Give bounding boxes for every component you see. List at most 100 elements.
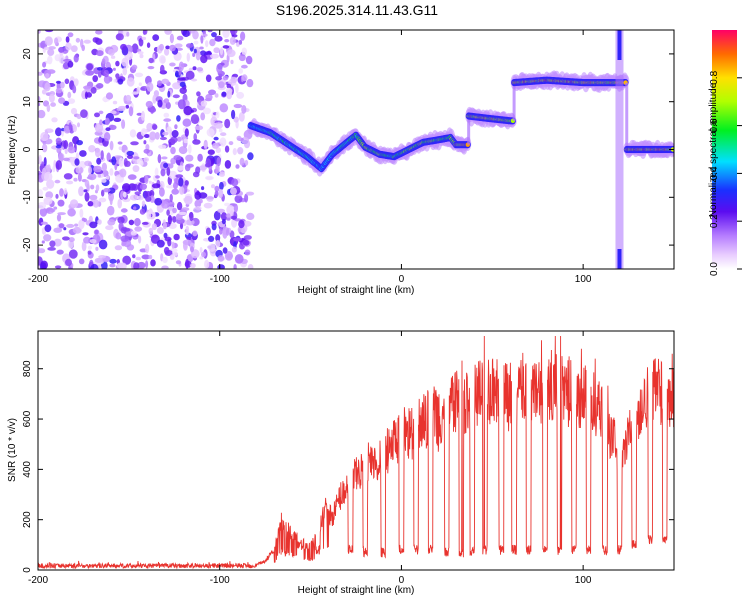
spectrogram-y-tick-label: 20 — [22, 48, 33, 60]
noise-blob — [157, 154, 162, 164]
noise-blob — [53, 206, 58, 210]
noise-blob — [90, 184, 95, 190]
noise-blob — [81, 44, 85, 52]
noise-blob — [113, 78, 117, 83]
noise-blob — [178, 177, 184, 187]
noise-blob — [143, 148, 150, 154]
noise-blob — [103, 69, 109, 78]
noise-blob — [74, 158, 80, 166]
noise-blob — [109, 258, 117, 264]
colorbar-tick-label: 0.4 — [709, 166, 720, 180]
noise-blob — [185, 70, 195, 80]
noise-blob — [233, 116, 239, 123]
noise-blob — [115, 60, 120, 67]
noise-blob — [199, 247, 203, 253]
noise-blob — [185, 154, 194, 162]
noise-blob — [163, 112, 170, 118]
noise-blob — [143, 157, 149, 163]
noise-blob — [53, 238, 62, 247]
noise-blob — [57, 212, 66, 216]
noise-blob — [144, 191, 153, 197]
noise-blob — [55, 160, 62, 170]
noise-blob — [40, 221, 48, 225]
noise-blob — [86, 92, 92, 98]
ridge-vertical-artifact-bottom — [617, 249, 622, 269]
noise-blob — [162, 256, 168, 264]
noise-blob — [133, 206, 137, 210]
noise-blob — [224, 145, 230, 153]
noise-blob — [44, 128, 54, 133]
noise-blob — [200, 100, 208, 107]
noise-blob — [163, 246, 170, 255]
noise-blob — [111, 156, 117, 166]
noise-blob — [211, 31, 217, 38]
noise-blob — [178, 146, 188, 155]
noise-blob — [161, 156, 168, 160]
noise-blob — [164, 236, 172, 242]
noise-blob — [205, 196, 215, 200]
noise-blob — [42, 186, 49, 191]
noise-blob — [163, 232, 168, 239]
snr-x-ticks: -200 -100 0 100 — [28, 331, 592, 586]
spectrogram-noise-region — [38, 30, 255, 269]
snr-x-tick-label: -100 — [210, 575, 230, 586]
noise-blob — [217, 255, 225, 262]
noise-blob — [45, 30, 54, 33]
noise-blob — [203, 141, 208, 149]
noise-blob — [230, 215, 237, 220]
noise-blob — [193, 48, 197, 54]
noise-blob — [222, 45, 230, 49]
noise-blob — [192, 230, 198, 237]
noise-blob — [155, 175, 160, 179]
noise-blob — [241, 74, 248, 82]
noise-blob — [149, 131, 157, 141]
noise-blob — [87, 250, 92, 255]
spectrogram-y-tick-label: -10 — [22, 190, 33, 205]
noise-blob — [141, 36, 147, 41]
noise-blob — [98, 174, 101, 178]
noise-blob — [89, 239, 97, 244]
noise-blob — [80, 109, 88, 118]
noise-blob — [51, 117, 58, 123]
noise-blob — [136, 86, 141, 94]
noise-blob — [120, 208, 128, 213]
noise-blob — [126, 77, 135, 87]
noise-blob — [63, 140, 69, 149]
noise-blob — [181, 207, 190, 212]
noise-blob — [89, 221, 98, 229]
noise-blob — [56, 249, 64, 255]
noise-blob — [148, 254, 153, 260]
noise-blob — [203, 107, 211, 115]
noise-blob — [196, 67, 204, 72]
colorbar: 0.0 0.2 0.4 0.6 0.8 Normalized spectral ampl… — [708, 30, 742, 276]
noise-blob — [200, 112, 206, 121]
noise-blob — [54, 179, 61, 184]
noise-blob — [219, 103, 229, 113]
noise-blob — [41, 89, 47, 95]
noise-blob — [178, 61, 184, 72]
noise-blob — [95, 246, 99, 251]
noise-blob — [96, 83, 104, 89]
noise-blob — [162, 131, 169, 136]
noise-blob — [193, 133, 197, 141]
noise-blob — [145, 260, 149, 269]
noise-blob — [228, 141, 234, 146]
noise-blob — [220, 132, 227, 137]
noise-blob — [106, 152, 111, 162]
noise-blob — [216, 156, 221, 167]
noise-blob — [65, 258, 72, 266]
noise-blob — [41, 240, 45, 244]
noise-blob — [148, 180, 152, 184]
noise-blob — [72, 124, 78, 133]
noise-blob — [98, 137, 102, 143]
noise-blob — [83, 189, 88, 193]
noise-blob — [219, 171, 225, 177]
noise-blob — [190, 114, 200, 125]
noise-blob — [229, 210, 234, 218]
noise-blob — [109, 263, 116, 268]
noise-blob — [75, 37, 81, 43]
noise-blob — [107, 219, 116, 226]
noise-blob — [134, 226, 143, 232]
noise-blob — [220, 212, 228, 221]
noise-blob — [151, 223, 157, 231]
